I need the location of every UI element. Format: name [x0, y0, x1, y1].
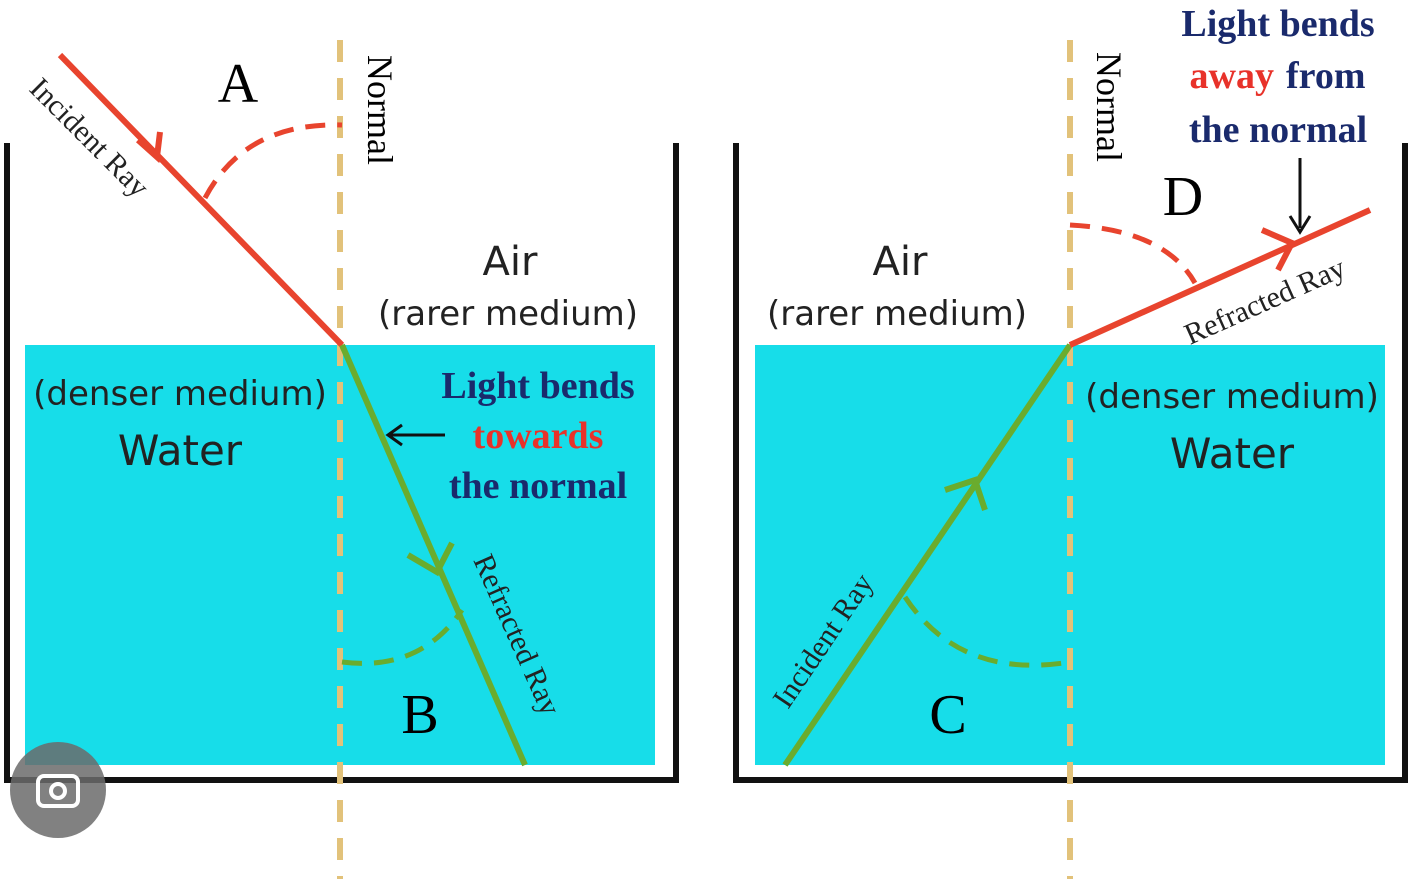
note-text: the normal: [449, 465, 627, 507]
medium-note: (rarer medium): [378, 294, 638, 334]
note-text: Light bends: [441, 365, 634, 407]
angle-arc: [1070, 225, 1195, 283]
incident-ray: [60, 55, 342, 345]
angle-label: D: [1163, 166, 1203, 228]
refraction-diagram: A B Normal Incident Ray Refracted Ray Ai…: [0, 0, 1408, 879]
medium-note: (rarer medium): [767, 294, 1027, 334]
angle-label: A: [218, 53, 259, 115]
angle-arc: [205, 125, 342, 198]
angle-label: C: [929, 684, 966, 746]
medium-label: Water: [118, 426, 243, 475]
ray-label: Refracted Ray: [1179, 251, 1350, 351]
lens-circle[interactable]: [10, 742, 106, 838]
note-text: from: [1286, 55, 1366, 97]
normal-label: Normal: [360, 55, 400, 165]
normal-label: Normal: [1089, 52, 1129, 162]
ray-label: Incident Ray: [23, 72, 155, 204]
note-text: towards: [473, 415, 604, 457]
medium-note: (denser medium): [33, 374, 327, 414]
medium-label: Water: [1170, 429, 1295, 478]
note-text: Light bends: [1181, 3, 1374, 45]
medium-note: (denser medium): [1085, 377, 1379, 417]
medium-label: Air: [483, 239, 538, 285]
angle-label: B: [401, 684, 438, 746]
note-text: the normal: [1189, 109, 1367, 151]
medium-label: Air: [873, 239, 928, 285]
lens-button[interactable]: [10, 742, 106, 838]
note-text: away: [1190, 55, 1274, 97]
